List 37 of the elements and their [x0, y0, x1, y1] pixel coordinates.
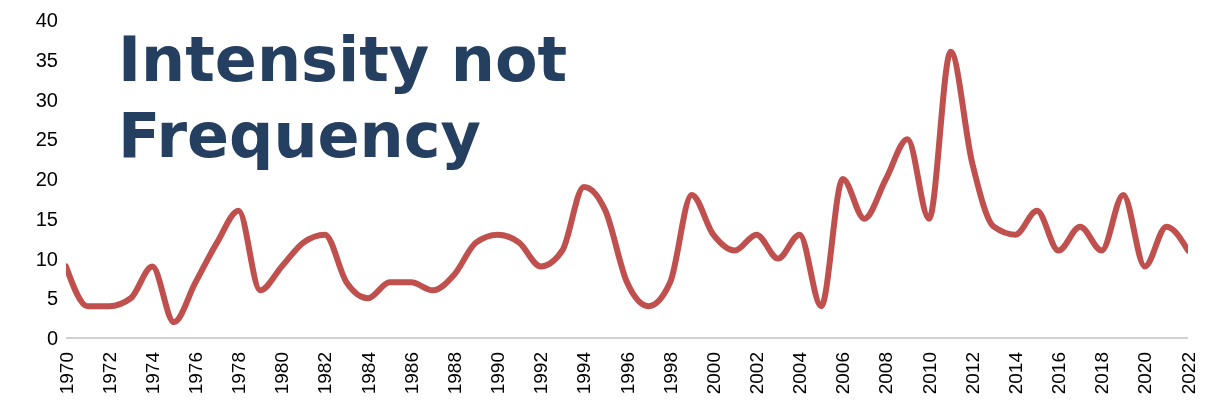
x-tick-label: 1970: [55, 352, 77, 395]
x-tick-label: 1986: [400, 352, 422, 395]
y-tick-label: 40: [35, 9, 58, 32]
x-tick-label: 2012: [961, 352, 983, 395]
x-tick-label: 1994: [573, 351, 595, 395]
y-tick-label: 25: [35, 128, 58, 151]
x-tick-label: 1998: [659, 352, 681, 395]
x-tick-label: 1972: [98, 352, 120, 395]
y-tick-label: 15: [35, 207, 58, 230]
x-tick-label: 1996: [616, 352, 638, 395]
x-tick-label: 2022: [1177, 352, 1199, 395]
y-tick-label: 5: [46, 287, 58, 310]
x-tick-label: 2016: [1048, 352, 1070, 395]
x-tick-label: 1976: [184, 352, 206, 395]
x-tick-label: 1984: [357, 351, 379, 395]
x-tick-label: 2010: [918, 352, 940, 395]
x-tick-label: 2004: [789, 351, 811, 395]
y-tick-label: 20: [35, 168, 58, 191]
y-tick-label: 30: [35, 88, 58, 111]
x-tick-label: 1982: [314, 352, 336, 395]
x-tick-label: 2018: [1091, 352, 1113, 395]
x-tick-label: 2020: [1134, 352, 1156, 395]
x-tick-label: 1990: [487, 352, 509, 395]
x-tick-label: 2006: [832, 352, 854, 395]
x-tick-label: 2008: [875, 352, 897, 395]
x-tick-label: 1980: [271, 352, 293, 395]
y-tick-label: 10: [35, 247, 58, 270]
y-tick-label: 35: [35, 48, 58, 71]
x-tick-label: 1992: [530, 352, 552, 395]
x-tick-label: 2002: [745, 352, 767, 395]
y-tick-label: 0: [46, 327, 58, 350]
x-tick-label: 1978: [228, 352, 250, 395]
x-tick-label: 2014: [1004, 351, 1026, 395]
text: Intensity not Frequency: [118, 22, 569, 174]
x-tick-label: 2000: [702, 352, 724, 395]
x-tick-label: 1988: [443, 352, 465, 395]
x-tick-label: 1974: [141, 351, 163, 395]
